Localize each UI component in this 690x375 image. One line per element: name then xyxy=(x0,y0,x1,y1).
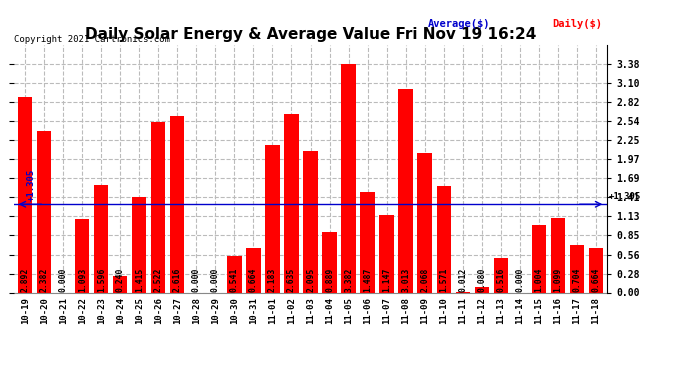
Bar xyxy=(417,153,432,292)
Bar xyxy=(493,258,508,292)
Text: 2.068: 2.068 xyxy=(420,267,429,292)
Bar xyxy=(37,131,51,292)
Text: 1.487: 1.487 xyxy=(363,267,372,292)
Text: 0.664: 0.664 xyxy=(591,267,600,292)
Bar xyxy=(360,192,375,292)
Title: Daily Solar Energy & Average Value Fri Nov 19 16:24: Daily Solar Energy & Average Value Fri N… xyxy=(85,27,536,42)
Text: 0.000: 0.000 xyxy=(59,267,68,292)
Text: 0.080: 0.080 xyxy=(477,267,486,292)
Text: +1.305: +1.305 xyxy=(26,169,35,201)
Text: 2.183: 2.183 xyxy=(268,267,277,292)
Text: 0.000: 0.000 xyxy=(515,267,524,292)
Bar xyxy=(380,215,394,292)
Bar xyxy=(151,122,166,292)
Text: 0.516: 0.516 xyxy=(496,267,505,292)
Bar xyxy=(113,276,128,292)
Bar xyxy=(284,114,299,292)
Bar xyxy=(18,97,32,292)
Bar xyxy=(398,89,413,292)
Bar xyxy=(304,151,317,292)
Text: 0.541: 0.541 xyxy=(230,267,239,292)
Text: Daily($): Daily($) xyxy=(552,19,602,29)
Text: 2.522: 2.522 xyxy=(154,267,163,292)
Text: 1.093: 1.093 xyxy=(78,267,87,292)
Bar xyxy=(170,116,184,292)
Text: 2.616: 2.616 xyxy=(173,267,182,292)
Text: 1.596: 1.596 xyxy=(97,267,106,292)
Text: 0.240: 0.240 xyxy=(116,267,125,292)
Text: 1.571: 1.571 xyxy=(439,267,448,292)
Bar xyxy=(551,218,565,292)
Text: 2.892: 2.892 xyxy=(21,267,30,292)
Bar xyxy=(342,64,355,292)
Bar xyxy=(266,145,279,292)
Text: 2.382: 2.382 xyxy=(40,267,49,292)
Text: 0.704: 0.704 xyxy=(572,267,581,292)
Text: 0.000: 0.000 xyxy=(192,267,201,292)
Bar xyxy=(589,248,603,292)
Text: 1.099: 1.099 xyxy=(553,267,562,292)
Text: 3.382: 3.382 xyxy=(344,267,353,292)
Text: 1.415: 1.415 xyxy=(135,267,144,292)
Text: Average($): Average($) xyxy=(428,19,491,29)
Text: 2.635: 2.635 xyxy=(287,267,296,292)
Bar xyxy=(227,256,242,292)
Bar xyxy=(75,219,90,292)
Bar xyxy=(94,184,108,292)
Bar xyxy=(570,245,584,292)
Bar xyxy=(531,225,546,292)
Bar xyxy=(132,197,146,292)
Bar xyxy=(322,232,337,292)
Bar xyxy=(437,186,451,292)
Bar xyxy=(475,287,489,292)
Text: 1.147: 1.147 xyxy=(382,267,391,292)
Text: 0.889: 0.889 xyxy=(325,267,334,292)
Text: 0.000: 0.000 xyxy=(211,267,220,292)
Text: +1.305: +1.305 xyxy=(609,192,641,201)
Text: 0.012: 0.012 xyxy=(458,267,467,292)
Text: 1.004: 1.004 xyxy=(534,267,543,292)
Text: 2.095: 2.095 xyxy=(306,267,315,292)
Text: 3.013: 3.013 xyxy=(401,267,410,292)
Text: Copyright 2021 Cartronics.com: Copyright 2021 Cartronics.com xyxy=(14,35,170,44)
Text: 0.664: 0.664 xyxy=(249,267,258,292)
Bar xyxy=(246,248,261,292)
